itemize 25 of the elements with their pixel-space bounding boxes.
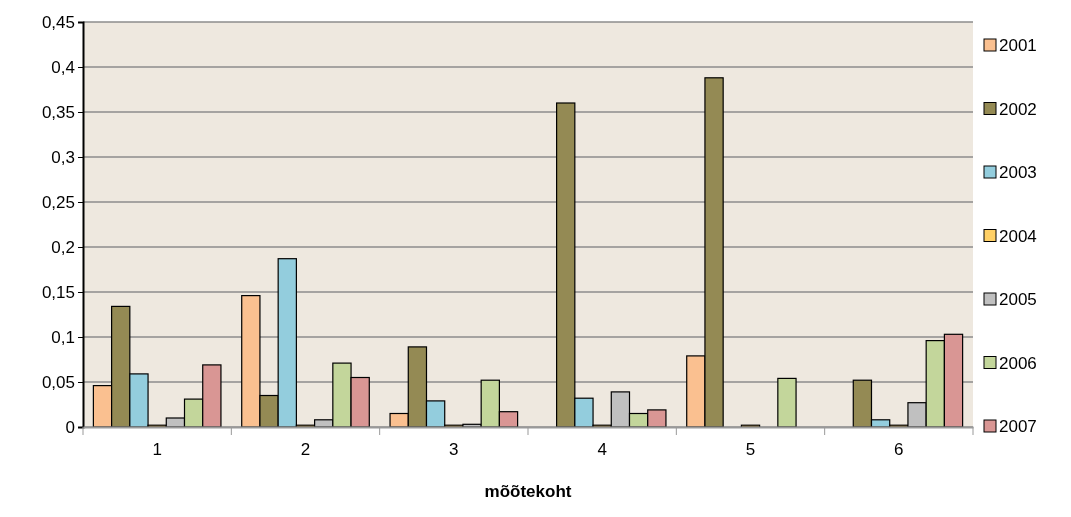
legend-label: 2002	[999, 99, 1037, 119]
y-tick-label: 0,1	[51, 327, 75, 347]
x-tick-label: 4	[597, 440, 607, 460]
y-tick-label: 0	[65, 417, 75, 437]
x-axis-title: mõõtekoht	[484, 482, 572, 501]
x-tick-label: 6	[894, 440, 904, 460]
y-tick-label: 0,2	[51, 237, 75, 257]
x-tick-label: 2	[300, 440, 311, 460]
legend-label: 2004	[999, 226, 1037, 246]
y-tick-label: 0,05	[41, 372, 75, 392]
y-tick-label: 0,4	[51, 57, 75, 77]
legend-label: 2005	[999, 290, 1037, 309]
legend-label: 2003	[999, 163, 1037, 182]
y-tick-label: 0,45	[41, 12, 75, 32]
x-tick-label: 3	[449, 440, 459, 460]
x-tick-label: 5	[745, 440, 756, 460]
y-tick-label: 0,35	[41, 102, 75, 122]
legend-label: 2006	[999, 353, 1037, 373]
legend-label: 2007	[999, 417, 1037, 436]
bar	[777, 377, 797, 428]
y-tick-label: 0,3	[51, 147, 75, 167]
x-tick-label: 1	[152, 440, 162, 460]
legend-label: 2001	[999, 36, 1037, 55]
y-tick-label: 0,25	[41, 192, 75, 212]
y-tick-label: 0,15	[41, 282, 75, 302]
